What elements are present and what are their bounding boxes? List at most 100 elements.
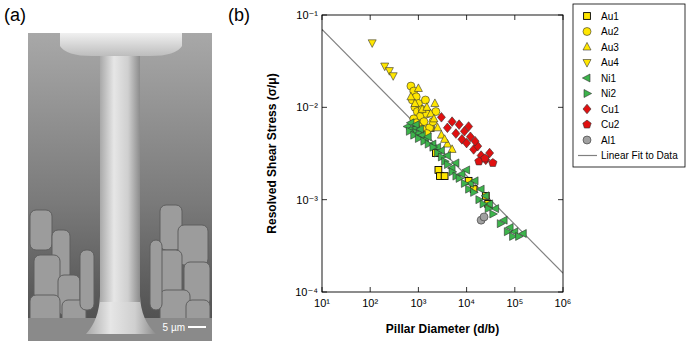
legend-label: Linear Fit to Data: [601, 150, 678, 161]
y-tick: [322, 107, 327, 108]
x-tick-label: 10³: [410, 297, 426, 309]
data-point: [421, 96, 429, 104]
legend-label: Al1: [601, 135, 616, 146]
data-point: [448, 117, 456, 127]
legend-marker: [584, 90, 592, 98]
y-tick: [558, 15, 563, 16]
scale-bar: [188, 326, 206, 328]
x-tick: [418, 15, 419, 20]
x-tick-label: 10²: [362, 297, 378, 309]
legend-marker: [583, 60, 591, 68]
plot-data: [322, 29, 563, 273]
surface-structure: [80, 250, 94, 310]
data-point: [455, 120, 463, 130]
legend-label: Au3: [601, 42, 619, 53]
legend-marker: [582, 74, 590, 82]
legend-label: Au2: [601, 26, 619, 37]
data-point: [406, 119, 414, 127]
legend-marker: [583, 42, 591, 50]
data-point: [441, 135, 449, 143]
panel-label: (a): [4, 5, 26, 25]
x-tick: [514, 287, 515, 292]
pillar-cap: [60, 33, 182, 56]
data-point: [389, 73, 397, 81]
data-point: [407, 92, 415, 100]
image-background: [28, 33, 212, 341]
data-point: [489, 159, 497, 167]
x-tick: [418, 287, 419, 292]
x-tick: [466, 15, 467, 20]
data-point: [471, 136, 479, 146]
x-tick: [563, 287, 564, 292]
scale-bar-label: 5 µm: [163, 322, 185, 333]
x-tick: [322, 287, 323, 292]
legend-label: Ni1: [601, 73, 616, 84]
y-tick: [558, 292, 563, 293]
data-point: [480, 213, 488, 221]
legend-label: Au1: [601, 11, 619, 22]
legend-marker: [583, 120, 591, 128]
legend-label: Au4: [601, 57, 619, 68]
data-point: [411, 99, 419, 107]
axes: 10¹ 10² 10³ 10⁴ 10⁵ 10⁶ 10⁻⁴ 10⁻³ 10⁻² 10⁻¹: [295, 9, 571, 309]
data-point: [471, 188, 479, 196]
y-tick: [322, 292, 327, 293]
data-point: [481, 192, 489, 200]
legend-line: [578, 155, 597, 156]
data-point: [470, 177, 478, 185]
x-tick: [514, 15, 515, 20]
data-point: [430, 114, 438, 122]
y-tick-label: 10⁻³: [296, 194, 318, 206]
data-point: [465, 122, 473, 132]
y-tick: [322, 15, 327, 16]
data-point: [516, 232, 524, 240]
y-tick: [558, 199, 563, 200]
legend-label: Ni2: [601, 88, 616, 99]
x-tick-label: 10⁴: [458, 297, 475, 309]
legend-marker: [583, 28, 591, 36]
plot-frame: [322, 15, 563, 292]
data-point: [490, 210, 498, 218]
x-tick: [370, 15, 371, 20]
x-tick-label: 10⁶: [555, 297, 572, 309]
legend-marker: [583, 136, 591, 144]
x-tick-label: 10⁵: [506, 297, 523, 309]
legend-label: Cu2: [601, 119, 620, 130]
surface-structure: [30, 210, 52, 250]
data-point: [412, 121, 420, 129]
surface-structure: [34, 255, 60, 300]
pillar: [100, 52, 140, 302]
data-point: [497, 220, 505, 228]
x-axis-title: Pillar Diameter (d/b): [386, 322, 499, 336]
data-point: [431, 99, 439, 107]
data-point: [368, 40, 376, 48]
data-point: [444, 161, 452, 169]
y-tick: [558, 107, 563, 108]
x-tick-label: 10¹: [314, 297, 330, 309]
y-tick-label: 10⁻¹: [296, 9, 318, 21]
legend-marker: [584, 13, 591, 20]
legend-label: Cu1: [601, 104, 620, 115]
sem-image: 5 µm: [28, 33, 212, 341]
y-tick-label: 10⁻⁴: [295, 286, 318, 298]
legend: Au1 Au2 Au3 Au4 Ni1 Ni2 Cu1 Cu2 Al1 Linear Fit to…: [573, 4, 685, 167]
panel-label: (b): [228, 5, 250, 25]
x-tick: [466, 287, 467, 292]
y-axis-title: Resolved Shear Stress (σ/μ): [265, 73, 279, 233]
data-point: [414, 84, 422, 92]
legend-marker: [583, 104, 591, 114]
legend-box: [573, 4, 685, 167]
data-point: [452, 129, 460, 139]
y-tick: [322, 199, 327, 200]
data-point: [448, 145, 456, 153]
data-point: [416, 125, 424, 133]
x-tick: [370, 287, 371, 292]
data-point: [434, 123, 442, 131]
data-point: [481, 154, 489, 162]
data-point: [441, 173, 448, 180]
data-point: [423, 103, 431, 111]
y-tick-label: 10⁻²: [296, 101, 318, 113]
surface-structure: [150, 240, 162, 310]
x-tick: [322, 15, 323, 20]
x-tick: [563, 15, 564, 20]
